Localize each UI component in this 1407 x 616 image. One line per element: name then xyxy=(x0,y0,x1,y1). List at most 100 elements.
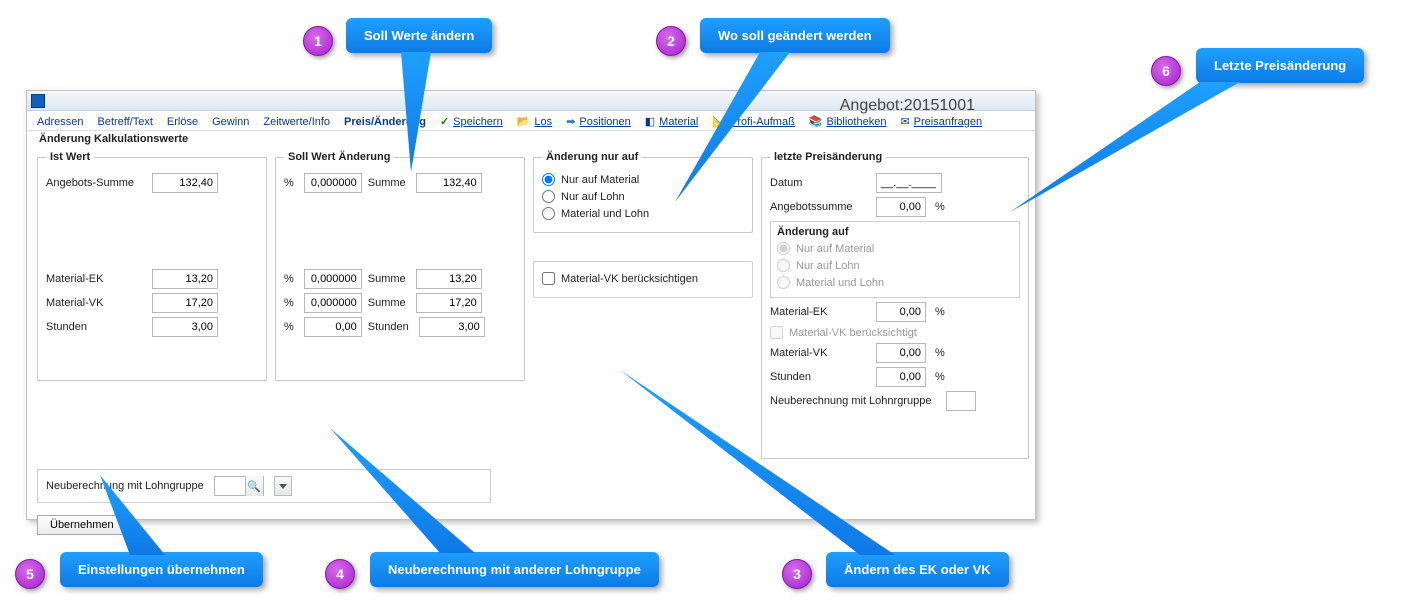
arrow-right-icon: ➡ xyxy=(566,115,575,128)
books-icon: 📚 xyxy=(809,115,823,128)
stunden-label-2: Stunden xyxy=(368,321,409,333)
letzte-radio-lohn-label: Nur auf Lohn xyxy=(796,260,860,272)
callout-1: Soll Werte ändern xyxy=(346,18,492,53)
radio-nur-lohn-label: Nur auf Lohn xyxy=(561,191,625,203)
letzte-radio-both-label: Material und Lohn xyxy=(796,277,884,289)
letzte-matek-label: Material-EK xyxy=(770,306,870,318)
badge-5: 5 xyxy=(15,559,45,589)
datum-field[interactable] xyxy=(876,173,942,193)
chevron-down-icon xyxy=(279,484,287,489)
letzte-radio-both-input xyxy=(777,276,790,289)
toolbar-adressen[interactable]: Adressen xyxy=(37,115,83,128)
summe-label-2: Summe xyxy=(368,273,406,285)
callout-6: Letzte Preisänderung xyxy=(1196,48,1364,83)
pct-unit-4: % xyxy=(935,371,945,383)
app-icon xyxy=(31,94,45,108)
letzte-matek-field[interactable] xyxy=(876,302,926,322)
badge-4: 4 xyxy=(325,559,355,589)
document-label: Angebot:20151001 xyxy=(840,97,975,115)
stunden-label: Stunden xyxy=(46,321,146,333)
check-material-vk-label: Material-VK berücksichtigen xyxy=(561,273,698,285)
letzte-radio-lohn-input xyxy=(777,259,790,272)
ist-wert-legend: Ist Wert xyxy=(46,151,94,163)
section-heading: Änderung Kalkulationswerte xyxy=(27,131,1035,145)
letzte-radio-material: Nur auf Material xyxy=(777,242,1013,255)
lohngruppe-input[interactable] xyxy=(215,477,245,495)
toolbar-betreff[interactable]: Betreff/Text xyxy=(97,115,152,128)
letzte-aenderung-auf-group: Änderung auf Nur auf Material Nur auf Lo… xyxy=(770,221,1020,298)
radio-nur-material-input[interactable] xyxy=(542,173,555,186)
radio-material-lohn-label: Material und Lohn xyxy=(561,208,649,220)
material-vk-label: Material-VK xyxy=(46,297,146,309)
pct-unit-3: % xyxy=(935,347,945,359)
soll-matvk-summe[interactable] xyxy=(416,293,482,313)
material-ek-field[interactable] xyxy=(152,269,218,289)
soll-angebot-pct[interactable] xyxy=(304,173,362,193)
check-material-vk-input[interactable] xyxy=(542,272,555,285)
check-material-vk[interactable]: Material-VK berücksichtigen xyxy=(542,272,744,285)
soll-matek-pct[interactable] xyxy=(304,269,362,289)
mail-icon: ✉ xyxy=(900,115,909,128)
lohngruppe-search-button[interactable]: 🔍 xyxy=(245,476,263,496)
toolbar-positionen-label: Positionen xyxy=(579,116,630,128)
stunden-field[interactable] xyxy=(152,317,218,337)
material-vk-field[interactable] xyxy=(152,293,218,313)
soll-stunden-summe[interactable] xyxy=(419,317,485,337)
badge-1: 1 xyxy=(303,26,333,56)
letzte-matvk-check-input xyxy=(770,326,783,339)
material-vk-check-group: Material-VK berücksichtigen xyxy=(533,261,753,298)
angebots-summe-field[interactable] xyxy=(152,173,218,193)
badge-3: 3 xyxy=(782,559,812,589)
letzte-radio-material-input xyxy=(777,242,790,255)
letzte-matvk-check-label: Material-VK berücksichtigt xyxy=(789,327,917,339)
pct-label: % xyxy=(284,177,294,189)
pointer-2 xyxy=(665,52,795,212)
pointer-5 xyxy=(95,470,185,560)
soll-matvk-pct[interactable] xyxy=(304,293,362,313)
folder-icon: 📂 xyxy=(517,115,531,128)
radio-nur-lohn-input[interactable] xyxy=(542,190,555,203)
magnifier-icon: 🔍 xyxy=(247,480,261,493)
soll-wert-legend: Soll Wert Änderung xyxy=(284,151,394,163)
toolbar-speichern[interactable]: ✓ Speichern xyxy=(440,115,503,128)
pct-label-3: % xyxy=(284,297,294,309)
soll-matek-summe[interactable] xyxy=(416,269,482,289)
soll-wert-group: Soll Wert Änderung % Summe % Summe % xyxy=(275,151,525,381)
pct-label-2: % xyxy=(284,273,294,285)
radio-material-lohn-input[interactable] xyxy=(542,207,555,220)
lohngruppe-dropdown-button[interactable] xyxy=(274,476,292,496)
letzte-sub-legend: Änderung auf xyxy=(777,226,1013,238)
letzte-matvk-label: Material-VK xyxy=(770,347,870,359)
summe-label-3: Summe xyxy=(368,297,406,309)
lohngruppe-combo[interactable]: 🔍 xyxy=(214,476,264,496)
toolbar-speichern-label: Speichern xyxy=(453,116,503,128)
pointer-4 xyxy=(320,418,500,558)
toolbar-preisanfragen[interactable]: ✉ Preisanfragen xyxy=(900,115,982,128)
pct-label-4: % xyxy=(284,321,294,333)
angebotssumme-field[interactable] xyxy=(876,197,926,217)
angebots-summe-label: Angebots-Summe xyxy=(46,177,146,189)
toolbar-bibliotheken[interactable]: 📚 Bibliotheken xyxy=(809,115,887,128)
toolbar-preisanfragen-label: Preisanfragen xyxy=(914,116,983,128)
toolbar-erloese[interactable]: Erlöse xyxy=(167,115,198,128)
letzte-radio-material-label: Nur auf Material xyxy=(796,243,874,255)
pointer-1 xyxy=(386,52,446,182)
toolbar-positionen[interactable]: ➡ Positionen xyxy=(566,115,631,128)
ist-wert-group: Ist Wert Angebots-Summe Material-EK Mate… xyxy=(37,151,267,381)
radio-nur-material-label: Nur auf Material xyxy=(561,174,639,186)
material-ek-label: Material-EK xyxy=(46,273,146,285)
package-icon: ◧ xyxy=(645,115,655,128)
soll-stunden-pct[interactable] xyxy=(304,317,362,337)
callout-2: Wo soll geändert werden xyxy=(700,18,890,53)
pointer-3 xyxy=(610,360,900,560)
toolbar-los-label: Los xyxy=(534,116,552,128)
toolbar-los[interactable]: 📂 Los xyxy=(517,115,552,128)
pct-unit-1: % xyxy=(935,201,945,213)
pct-unit-2: % xyxy=(935,306,945,318)
pointer-6 xyxy=(1000,82,1250,222)
toolbar-zeitwerte[interactable]: Zeitwerte/Info xyxy=(263,115,330,128)
letzte-radio-both: Material und Lohn xyxy=(777,276,1013,289)
toolbar-gewinn[interactable]: Gewinn xyxy=(212,115,249,128)
letzte-neub-field[interactable] xyxy=(946,391,976,411)
aenderung-nur-auf-legend: Änderung nur auf xyxy=(542,151,642,163)
